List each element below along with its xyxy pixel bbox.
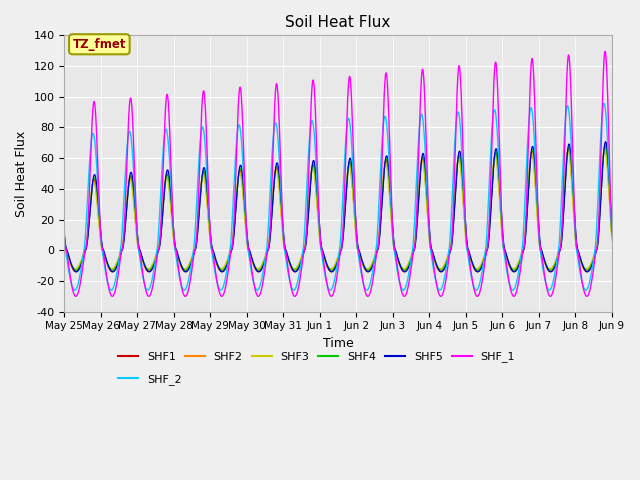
SHF2 — [556, 245, 564, 251]
SHF_2 — [392, 257, 399, 263]
SHF_2 — [608, 230, 616, 236]
SHF2 — [601, 145, 609, 151]
SHF1 — [392, 249, 399, 254]
SHF_2 — [556, 226, 564, 232]
SHF4 — [214, 261, 221, 267]
SHF_2 — [608, 233, 616, 239]
SHF4 — [401, 267, 409, 273]
SHF_1 — [72, 293, 79, 299]
SHF2 — [392, 250, 399, 255]
SHF_1 — [401, 293, 409, 299]
SHF5 — [214, 262, 221, 268]
SHF_1 — [556, 247, 564, 252]
SHF4 — [178, 263, 186, 269]
SHF3 — [401, 265, 409, 271]
SHF5 — [602, 139, 609, 144]
SHF5 — [401, 269, 409, 275]
SHF1 — [214, 263, 221, 269]
Line: SHF_1: SHF_1 — [65, 51, 612, 296]
SHF3 — [608, 236, 616, 242]
SHF2 — [214, 262, 221, 268]
SHF_2 — [144, 288, 152, 293]
SHF_2 — [401, 285, 409, 291]
Text: TZ_fmet: TZ_fmet — [72, 38, 126, 51]
SHF2 — [401, 267, 409, 273]
SHF4 — [556, 247, 564, 253]
Line: SHF2: SHF2 — [65, 148, 612, 270]
SHF4 — [602, 142, 609, 148]
SHF_2 — [61, 236, 68, 242]
SHF3 — [178, 263, 186, 269]
Y-axis label: Soil Heat Flux: Soil Heat Flux — [15, 131, 28, 216]
SHF4 — [608, 227, 616, 232]
SHF_2 — [214, 281, 221, 287]
SHF2 — [608, 235, 616, 241]
SHF4 — [608, 229, 616, 235]
Title: Soil Heat Flux: Soil Heat Flux — [285, 15, 391, 30]
SHF_1 — [392, 251, 399, 256]
SHF1 — [556, 246, 564, 252]
SHF1 — [608, 230, 616, 236]
SHF2 — [608, 233, 616, 239]
SHF4 — [61, 235, 68, 241]
SHF5 — [392, 247, 399, 253]
SHF_1 — [178, 286, 186, 291]
Line: SHF3: SHF3 — [65, 149, 612, 269]
SHF2 — [61, 240, 68, 245]
SHF5 — [178, 264, 186, 270]
SHF5 — [608, 225, 616, 230]
SHF1 — [178, 265, 186, 271]
SHF1 — [601, 144, 609, 149]
SHF5 — [608, 222, 616, 228]
SHF1 — [608, 232, 616, 238]
Line: SHF1: SHF1 — [65, 146, 612, 272]
SHF_1 — [608, 229, 616, 235]
SHF1 — [401, 269, 409, 275]
SHF5 — [109, 269, 116, 275]
SHF4 — [392, 248, 399, 254]
X-axis label: Time: Time — [323, 337, 353, 350]
Legend: SHF_2: SHF_2 — [114, 369, 186, 389]
SHF1 — [72, 269, 79, 275]
SHF_1 — [61, 234, 68, 240]
SHF3 — [61, 241, 68, 247]
SHF3 — [601, 146, 609, 152]
SHF2 — [178, 264, 186, 270]
Line: SHF_2: SHF_2 — [65, 103, 612, 290]
Line: SHF4: SHF4 — [65, 145, 612, 270]
SHF3 — [392, 250, 399, 255]
SHF_1 — [608, 227, 616, 232]
SHF5 — [556, 247, 564, 253]
SHF3 — [214, 262, 221, 267]
SHF2 — [327, 267, 335, 273]
SHF_2 — [178, 284, 186, 289]
SHF3 — [608, 238, 616, 243]
SHF5 — [61, 232, 68, 238]
SHF4 — [364, 267, 372, 273]
SHF3 — [556, 245, 564, 251]
SHF_2 — [600, 100, 608, 106]
Line: SHF5: SHF5 — [65, 142, 612, 272]
SHF_1 — [214, 281, 221, 287]
SHF3 — [582, 266, 590, 272]
SHF_1 — [601, 48, 609, 54]
SHF1 — [61, 237, 68, 243]
